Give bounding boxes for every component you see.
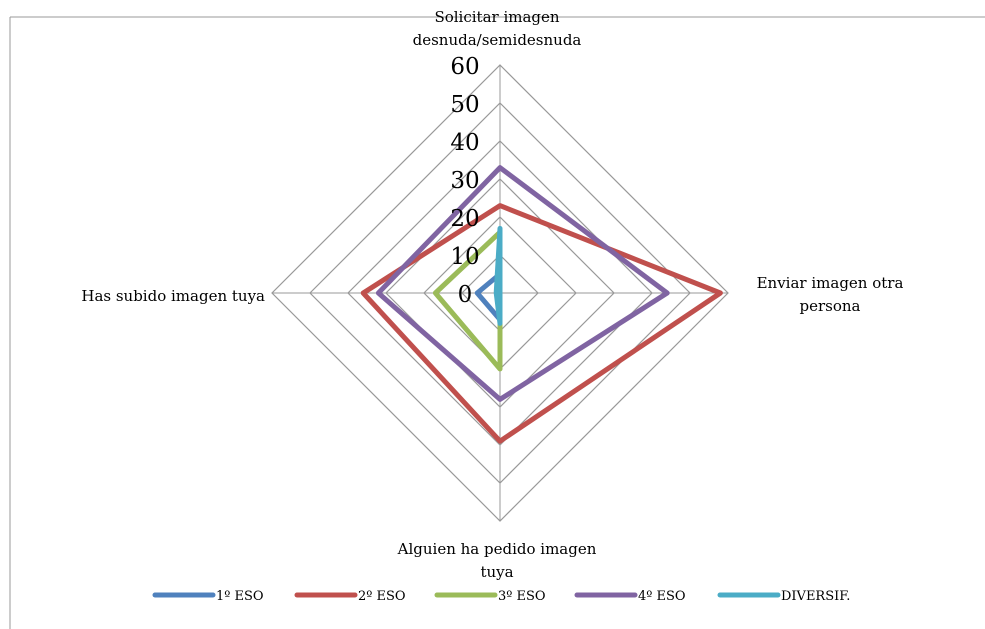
axis-label: Alguien ha pedido imagen tuya bbox=[397, 540, 597, 581]
legend-label: 3º ESO bbox=[498, 589, 546, 604]
tick-label: 0 bbox=[458, 282, 473, 308]
axis-label: Enviar imagen otra persona bbox=[756, 274, 904, 315]
tick-label: 50 bbox=[450, 92, 479, 118]
tick-label: 30 bbox=[450, 168, 479, 194]
series-line bbox=[493, 225, 503, 326]
legend-label: 2º ESO bbox=[358, 589, 406, 604]
tick-label: 10 bbox=[450, 244, 479, 270]
series-line bbox=[375, 165, 670, 402]
tick-label: 60 bbox=[450, 54, 479, 80]
tick-label: 20 bbox=[450, 206, 479, 232]
legend-label: DIVERSIF. bbox=[781, 589, 850, 604]
legend-label: 1º ESO bbox=[216, 589, 264, 604]
axis-label: Solicitar imagen desnuda/semidesnuda bbox=[412, 8, 582, 49]
axis-label: Has subido imagen tuya bbox=[81, 287, 265, 305]
legend-label: 4º ESO bbox=[638, 589, 686, 604]
tick-label: 40 bbox=[450, 130, 479, 156]
